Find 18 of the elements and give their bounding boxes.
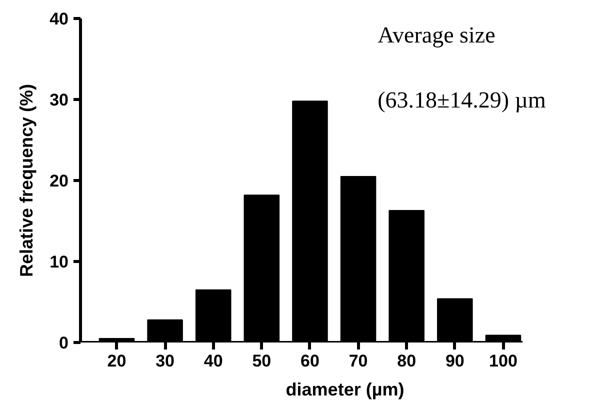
x-tick-label: 40 [204,352,223,370]
y-tick-label: 40 [50,10,69,28]
y-tick-label: 30 [50,90,69,110]
annotation: Average size [378,22,496,48]
y-tick-label: 20 [50,172,69,190]
y-axis-title: Relative frequency (%) [16,84,37,278]
x-tick-label: 90 [445,352,464,370]
x-tick-label: 70 [348,352,368,370]
annotation: (63.18±14.29) µm [378,87,546,112]
y-tick-label: 0 [59,334,69,352]
x-tick-label: 50 [252,352,272,370]
x-tick-label: 20 [107,352,126,370]
x-tick-label: 100 [489,352,518,370]
x-tick-label: 60 [300,352,320,370]
x-tick-label: 80 [397,352,416,370]
x-axis-title: diameter (µm) [286,380,404,400]
x-tick-label: 30 [156,352,175,370]
y-tick-label: 10 [50,252,69,272]
